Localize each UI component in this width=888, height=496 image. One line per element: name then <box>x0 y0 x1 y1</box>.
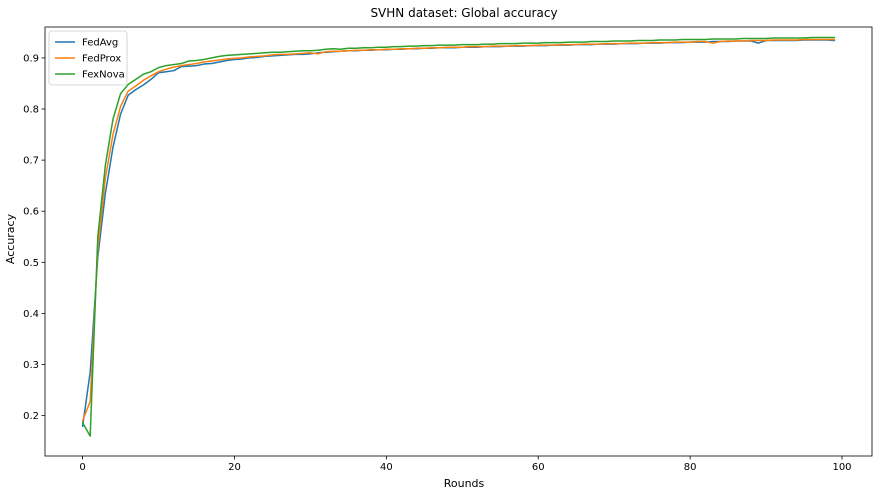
y-axis-title: Accuracy <box>4 213 17 264</box>
series-line-fexnova <box>81 36 836 437</box>
y-tick-label: 0.8 <box>23 105 39 116</box>
x-axis-title: Rounds <box>444 477 485 490</box>
y-tick-label: 0.7 <box>23 156 39 167</box>
legend-label-fexnova: FexNova <box>82 70 125 81</box>
series-line-fedprox <box>81 38 836 422</box>
axes: 0 20 40 60 80 100 0.2 0.3 0.4 0.5 0.6 0.7 0.8 0.9 <box>23 26 873 473</box>
x-tick-label: 40 <box>380 462 393 473</box>
y-tick-label: 0.6 <box>23 207 39 218</box>
legend-label-fedprox: FedProx <box>82 54 121 65</box>
legend-label-fedavg: FedAvg <box>82 38 118 49</box>
legend-box <box>48 30 128 86</box>
plot-area <box>81 36 836 437</box>
y-tick-label: 0.4 <box>23 309 39 320</box>
y-tick-label: 0.5 <box>23 258 39 269</box>
chart-title: SVHN dataset: Global accuracy <box>370 6 557 20</box>
x-tick-label: 60 <box>532 462 545 473</box>
axes-frame <box>44 26 873 457</box>
x-tick-label: 20 <box>228 462 241 473</box>
y-tick-label: 0.3 <box>23 360 39 371</box>
y-tick-label: 0.2 <box>23 411 39 422</box>
legend: FedAvg FedProx FexNova <box>48 30 128 86</box>
x-tick-label: 0 <box>79 462 85 473</box>
x-tick-label: 100 <box>832 462 851 473</box>
x-tick-label: 80 <box>684 462 697 473</box>
y-tick-label: 0.9 <box>23 53 39 64</box>
